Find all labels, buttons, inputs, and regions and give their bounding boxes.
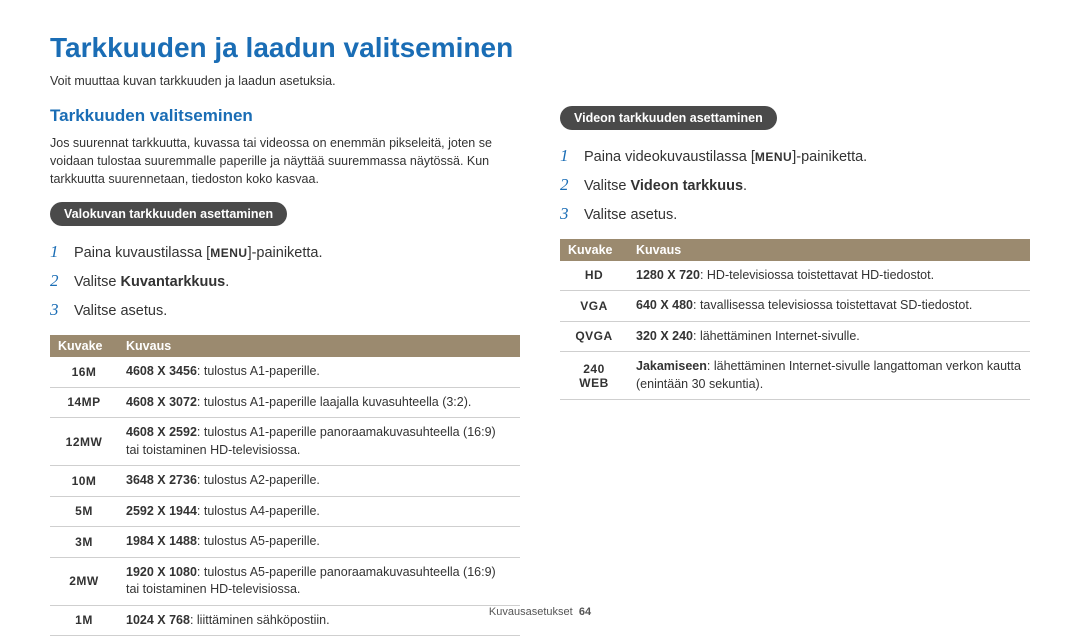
step-bold: Videon tarkkuus [630, 178, 743, 194]
page-intro: Voit muuttaa kuvan tarkkuuden ja laadun … [50, 74, 1030, 88]
step-number: 1 [560, 142, 574, 171]
table-row: VGA640 X 480: tavallisessa televisiossa … [560, 291, 1030, 322]
resolution-desc: 1920 X 1080: tulostus A5-paperille panor… [118, 557, 520, 605]
table-row: 240 WEBJakamiseen: lähettäminen Internet… [560, 352, 1030, 400]
table-row: 10M3648 X 2736: tulostus A2-paperille. [50, 466, 520, 497]
menu-icon: MENU [210, 243, 247, 263]
table-row: QVGA320 X 240: lähettäminen Internet-siv… [560, 321, 1030, 352]
resolution-desc: Jakamiseen: lähettäminen Internet-sivull… [628, 352, 1030, 400]
section-desc: Jos suurennat tarkkuutta, kuvassa tai vi… [50, 134, 520, 188]
table-header-icon: Kuvake [50, 335, 118, 357]
page-title: Tarkkuuden ja laadun valitseminen [50, 32, 1030, 64]
table-header-desc: Kuvaus [628, 239, 1030, 261]
step-number: 2 [560, 171, 574, 200]
resolution-icon: 14MP [50, 387, 118, 418]
photo-resolution-table: Kuvake Kuvaus 16M4608 X 3456: tulostus A… [50, 335, 520, 636]
step-bold: Kuvantarkkuus [120, 274, 225, 290]
table-row: 12MW4608 X 2592: tulostus A1-paperille p… [50, 418, 520, 466]
step-number: 2 [50, 267, 64, 296]
photo-steps: 1 Paina kuvaustilassa [MENU]-painiketta.… [50, 238, 520, 325]
step-text: ]-painiketta. [248, 245, 323, 261]
video-step-2: 2 Valitse Videon tarkkuus. [560, 171, 1030, 200]
step-text: Paina videokuvaustilassa [ [584, 149, 755, 165]
resolution-desc: 320 X 240: lähettäminen Internet-sivulle… [628, 321, 1030, 352]
resolution-icon: 2MW [50, 557, 118, 605]
table-row: 14MP4608 X 3072: tulostus A1-paperille l… [50, 387, 520, 418]
video-resolution-table: Kuvake Kuvaus HD1280 X 720: HD-televisio… [560, 239, 1030, 401]
left-column: Tarkkuuden valitseminen Jos suurennat ta… [50, 106, 520, 636]
section-title: Tarkkuuden valitseminen [50, 106, 520, 126]
step-text: Valitse asetus. [74, 299, 167, 324]
resolution-icon: 3M [50, 527, 118, 558]
resolution-desc: 4608 X 3072: tulostus A1-paperille laaja… [118, 387, 520, 418]
resolution-icon: VGA [560, 291, 628, 322]
photo-step-2: 2 Valitse Kuvantarkkuus. [50, 267, 520, 296]
video-step-1: 1 Paina videokuvaustilassa [MENU]-painik… [560, 142, 1030, 171]
table-row: HD1280 X 720: HD-televisiossa toistettav… [560, 261, 1030, 291]
step-text: Valitse [74, 274, 120, 290]
resolution-desc: 4608 X 2592: tulostus A1-paperille panor… [118, 418, 520, 466]
resolution-desc: 1280 X 720: HD-televisiossa toistettavat… [628, 261, 1030, 291]
step-text: . [743, 178, 747, 194]
step-text: Paina kuvaustilassa [ [74, 245, 210, 261]
video-resolution-pill: Videon tarkkuuden asettaminen [560, 106, 777, 130]
step-text: . [225, 274, 229, 290]
resolution-icon: 5M [50, 496, 118, 527]
right-column: Videon tarkkuuden asettaminen 1 Paina vi… [560, 106, 1030, 636]
resolution-desc: 640 X 480: tavallisessa televisiossa toi… [628, 291, 1030, 322]
step-number: 3 [560, 200, 574, 229]
photo-step-1: 1 Paina kuvaustilassa [MENU]-painiketta. [50, 238, 520, 267]
table-row: 2MW1920 X 1080: tulostus A5-paperille pa… [50, 557, 520, 605]
resolution-desc: 2592 X 1944: tulostus A4-paperille. [118, 496, 520, 527]
table-header-desc: Kuvaus [118, 335, 520, 357]
step-number: 3 [50, 296, 64, 325]
video-steps: 1 Paina videokuvaustilassa [MENU]-painik… [560, 142, 1030, 229]
video-step-3: 3 Valitse asetus. [560, 200, 1030, 229]
resolution-icon: 16M [50, 357, 118, 387]
resolution-icon: 10M [50, 466, 118, 497]
page-footer: Kuvausasetukset 64 [0, 606, 1080, 618]
step-text: Valitse [584, 178, 630, 194]
resolution-icon: 12MW [50, 418, 118, 466]
resolution-icon: HD [560, 261, 628, 291]
menu-icon: MENU [755, 147, 792, 167]
step-text: Valitse asetus. [584, 203, 677, 228]
content-columns: Tarkkuuden valitseminen Jos suurennat ta… [50, 106, 1030, 636]
photo-resolution-pill: Valokuvan tarkkuuden asettaminen [50, 202, 287, 226]
photo-step-3: 3 Valitse asetus. [50, 296, 520, 325]
step-text: ]-painiketta. [792, 149, 867, 165]
table-row: 16M4608 X 3456: tulostus A1-paperille. [50, 357, 520, 387]
step-number: 1 [50, 238, 64, 267]
table-header-icon: Kuvake [560, 239, 628, 261]
table-row: 5M2592 X 1944: tulostus A4-paperille. [50, 496, 520, 527]
resolution-icon: 240 WEB [560, 352, 628, 400]
resolution-desc: 3648 X 2736: tulostus A2-paperille. [118, 466, 520, 497]
resolution-desc: 1984 X 1488: tulostus A5-paperille. [118, 527, 520, 558]
resolution-desc: 4608 X 3456: tulostus A1-paperille. [118, 357, 520, 387]
footer-page-number: 64 [579, 606, 591, 618]
footer-label: Kuvausasetukset [489, 606, 573, 618]
resolution-icon: QVGA [560, 321, 628, 352]
table-row: 3M1984 X 1488: tulostus A5-paperille. [50, 527, 520, 558]
